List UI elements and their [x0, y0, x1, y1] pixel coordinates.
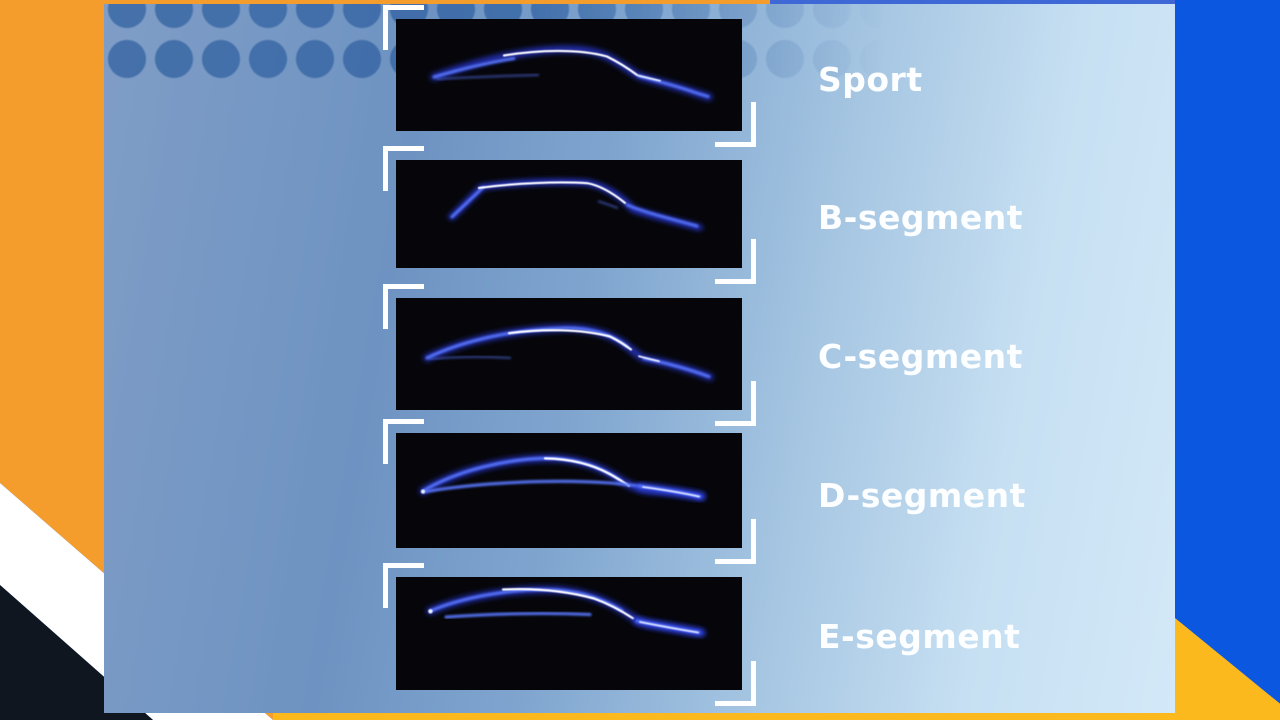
frame-bracket-bottom-right — [715, 381, 756, 426]
frame-bracket-top-left — [383, 284, 424, 329]
car-silhouette-sport — [430, 45, 713, 101]
frame-bracket-bottom-right — [715, 519, 756, 564]
segment-label-c-segment: C-segment — [818, 337, 1023, 376]
panel-b-segment — [396, 160, 742, 268]
segment-label-sport: Sport — [818, 60, 923, 99]
car-silhouette-c-segment — [423, 324, 714, 381]
yellow-corner-triangle — [1175, 618, 1280, 720]
frame-bracket-bottom-right — [715, 102, 756, 147]
top-orange-strip — [0, 0, 770, 4]
teaser-photo: Sport B-segment — [104, 0, 1175, 713]
frame-bracket-top-left — [383, 563, 424, 608]
top-blue-strip — [770, 0, 1175, 4]
segment-label-e-segment: E-segment — [818, 617, 1021, 656]
car-silhouette-d-segment — [419, 454, 706, 501]
panel-c-segment — [396, 298, 742, 410]
frame-bracket-top-left — [383, 5, 424, 50]
car-silhouette-b-segment — [448, 178, 703, 231]
panel-e-segment — [396, 577, 742, 690]
frame-bracket-bottom-right — [715, 239, 756, 284]
frame-bracket-top-left — [383, 419, 424, 464]
segment-label-b-segment: B-segment — [818, 198, 1024, 237]
segment-label-d-segment: D-segment — [818, 476, 1026, 515]
frame-bracket-bottom-right — [715, 661, 756, 706]
frame-bracket-top-left — [383, 146, 424, 191]
panel-d-segment — [396, 433, 742, 548]
right-blue-band — [1175, 0, 1280, 720]
bottom-yellow-strip — [273, 713, 1280, 720]
car-silhouette-e-segment — [426, 586, 706, 637]
panel-sport — [396, 19, 742, 131]
